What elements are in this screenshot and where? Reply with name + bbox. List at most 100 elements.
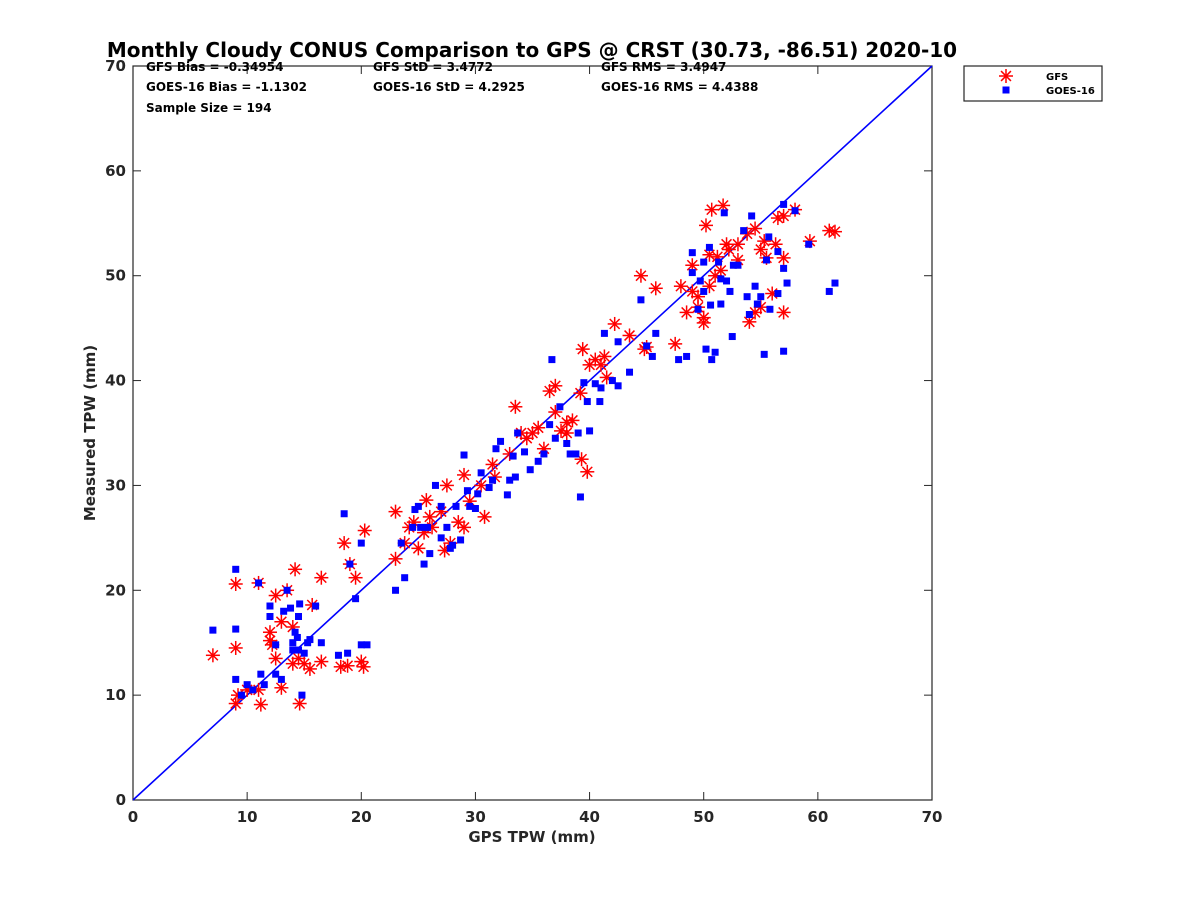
goes16-point	[266, 613, 274, 620]
gfs-point	[776, 305, 791, 320]
stat-text: GFS RMS = 3.4947	[601, 60, 726, 74]
goes16-point	[780, 200, 788, 208]
goes16-point	[526, 466, 534, 474]
legend-box	[963, 65, 1103, 102]
goes16-point	[745, 311, 753, 319]
gfs-point	[228, 640, 243, 655]
goes16-point	[503, 491, 511, 499]
goes16-point	[762, 256, 770, 264]
gfs-point	[565, 413, 580, 428]
gfs-point	[575, 342, 590, 357]
gfs-point	[633, 268, 648, 283]
stats-block: GFS Bias = -0.34954 GFS StD = 3.4772 GFS R…	[146, 60, 758, 115]
goes16-point	[707, 301, 715, 309]
goes16-point	[711, 348, 719, 356]
goes16-point	[509, 452, 517, 460]
y-tick-label: 0	[116, 791, 126, 809]
x-tick-label: 40	[579, 808, 600, 826]
gfs-point	[340, 658, 355, 673]
gfs-point	[668, 336, 683, 351]
goes16-point	[306, 636, 314, 644]
gfs-point	[274, 614, 289, 629]
goes16-point	[825, 287, 833, 295]
goes16-point	[580, 379, 588, 387]
goes16-point	[540, 450, 548, 458]
goes16-point	[437, 534, 445, 542]
goes16-point	[563, 439, 571, 447]
gfs-point	[713, 263, 728, 278]
goes16-point	[280, 607, 288, 615]
x-tick-label: 70	[922, 808, 943, 826]
goes16-point	[521, 448, 529, 456]
goes16-point	[740, 227, 748, 235]
goes16-point	[357, 641, 365, 649]
goes16-point	[340, 510, 348, 518]
legend-goes16-marker	[1002, 86, 1010, 94]
goes16-point	[272, 670, 280, 678]
x-tick-label: 0	[128, 808, 138, 826]
goes16-point	[457, 536, 465, 544]
gfs-point	[753, 242, 768, 257]
gfs-point	[573, 386, 588, 401]
gfs-point	[262, 625, 277, 640]
goes16-point	[243, 681, 251, 689]
goes16-point	[426, 550, 434, 558]
gfs-point	[314, 654, 329, 669]
goes16-point	[401, 574, 409, 582]
goes16-point	[705, 243, 713, 251]
goes16-point	[700, 287, 708, 295]
goes16-point	[437, 502, 445, 510]
gfs-point	[205, 648, 220, 663]
goes16-point	[289, 639, 297, 647]
gfs-point	[580, 464, 595, 479]
series-goes-16	[209, 200, 839, 699]
gfs-point	[597, 349, 612, 364]
gfs-point	[477, 509, 492, 524]
gfs-point	[388, 551, 403, 566]
gfs-point	[348, 570, 363, 585]
goes16-point	[260, 681, 268, 689]
gfs-point	[559, 415, 574, 430]
goes16-point	[572, 450, 580, 458]
goes16-point	[266, 602, 274, 610]
gfs-point	[508, 399, 523, 414]
goes16-point	[586, 427, 594, 435]
goes16-point	[312, 602, 320, 610]
y-tick-label: 50	[105, 267, 126, 285]
legend: GFS GOES-16	[963, 65, 1103, 102]
x-tick-label: 50	[693, 808, 714, 826]
stat-text: Sample Size = 194	[146, 101, 272, 115]
goes16-point	[249, 686, 257, 694]
goes16-point	[506, 476, 514, 484]
goes16-point	[317, 639, 325, 647]
stat-text: GOES-16 Bias = -1.1302	[146, 80, 307, 94]
goes16-point	[452, 502, 460, 510]
gfs-point	[696, 315, 711, 330]
stat-text: GOES-16 RMS = 4.4388	[601, 80, 758, 94]
gfs-point	[827, 224, 842, 239]
goes16-point	[392, 586, 400, 594]
gfs-point	[268, 651, 283, 666]
goes16-point	[293, 633, 301, 641]
goes16-point	[420, 560, 428, 568]
goes16-point	[209, 626, 217, 634]
chart-title: Monthly Cloudy CONUS Comparison to GPS @…	[107, 38, 957, 62]
y-tick-label: 40	[105, 372, 126, 390]
goes16-point	[717, 275, 725, 283]
gfs-point	[607, 316, 622, 331]
gfs-point	[337, 536, 352, 551]
goes16-point	[576, 493, 584, 501]
goes16-point	[511, 473, 519, 481]
goes16-point	[723, 277, 731, 285]
goes16-point	[715, 258, 723, 266]
gfs-point	[388, 504, 403, 519]
goes16-point	[232, 675, 240, 683]
x-tick-label: 30	[465, 808, 486, 826]
goes16-point	[791, 207, 799, 215]
goes16-point	[295, 613, 303, 620]
goes16-point	[485, 484, 493, 492]
goes16-point	[765, 233, 773, 241]
goes16-point	[726, 287, 734, 295]
goes16-point	[688, 249, 696, 257]
